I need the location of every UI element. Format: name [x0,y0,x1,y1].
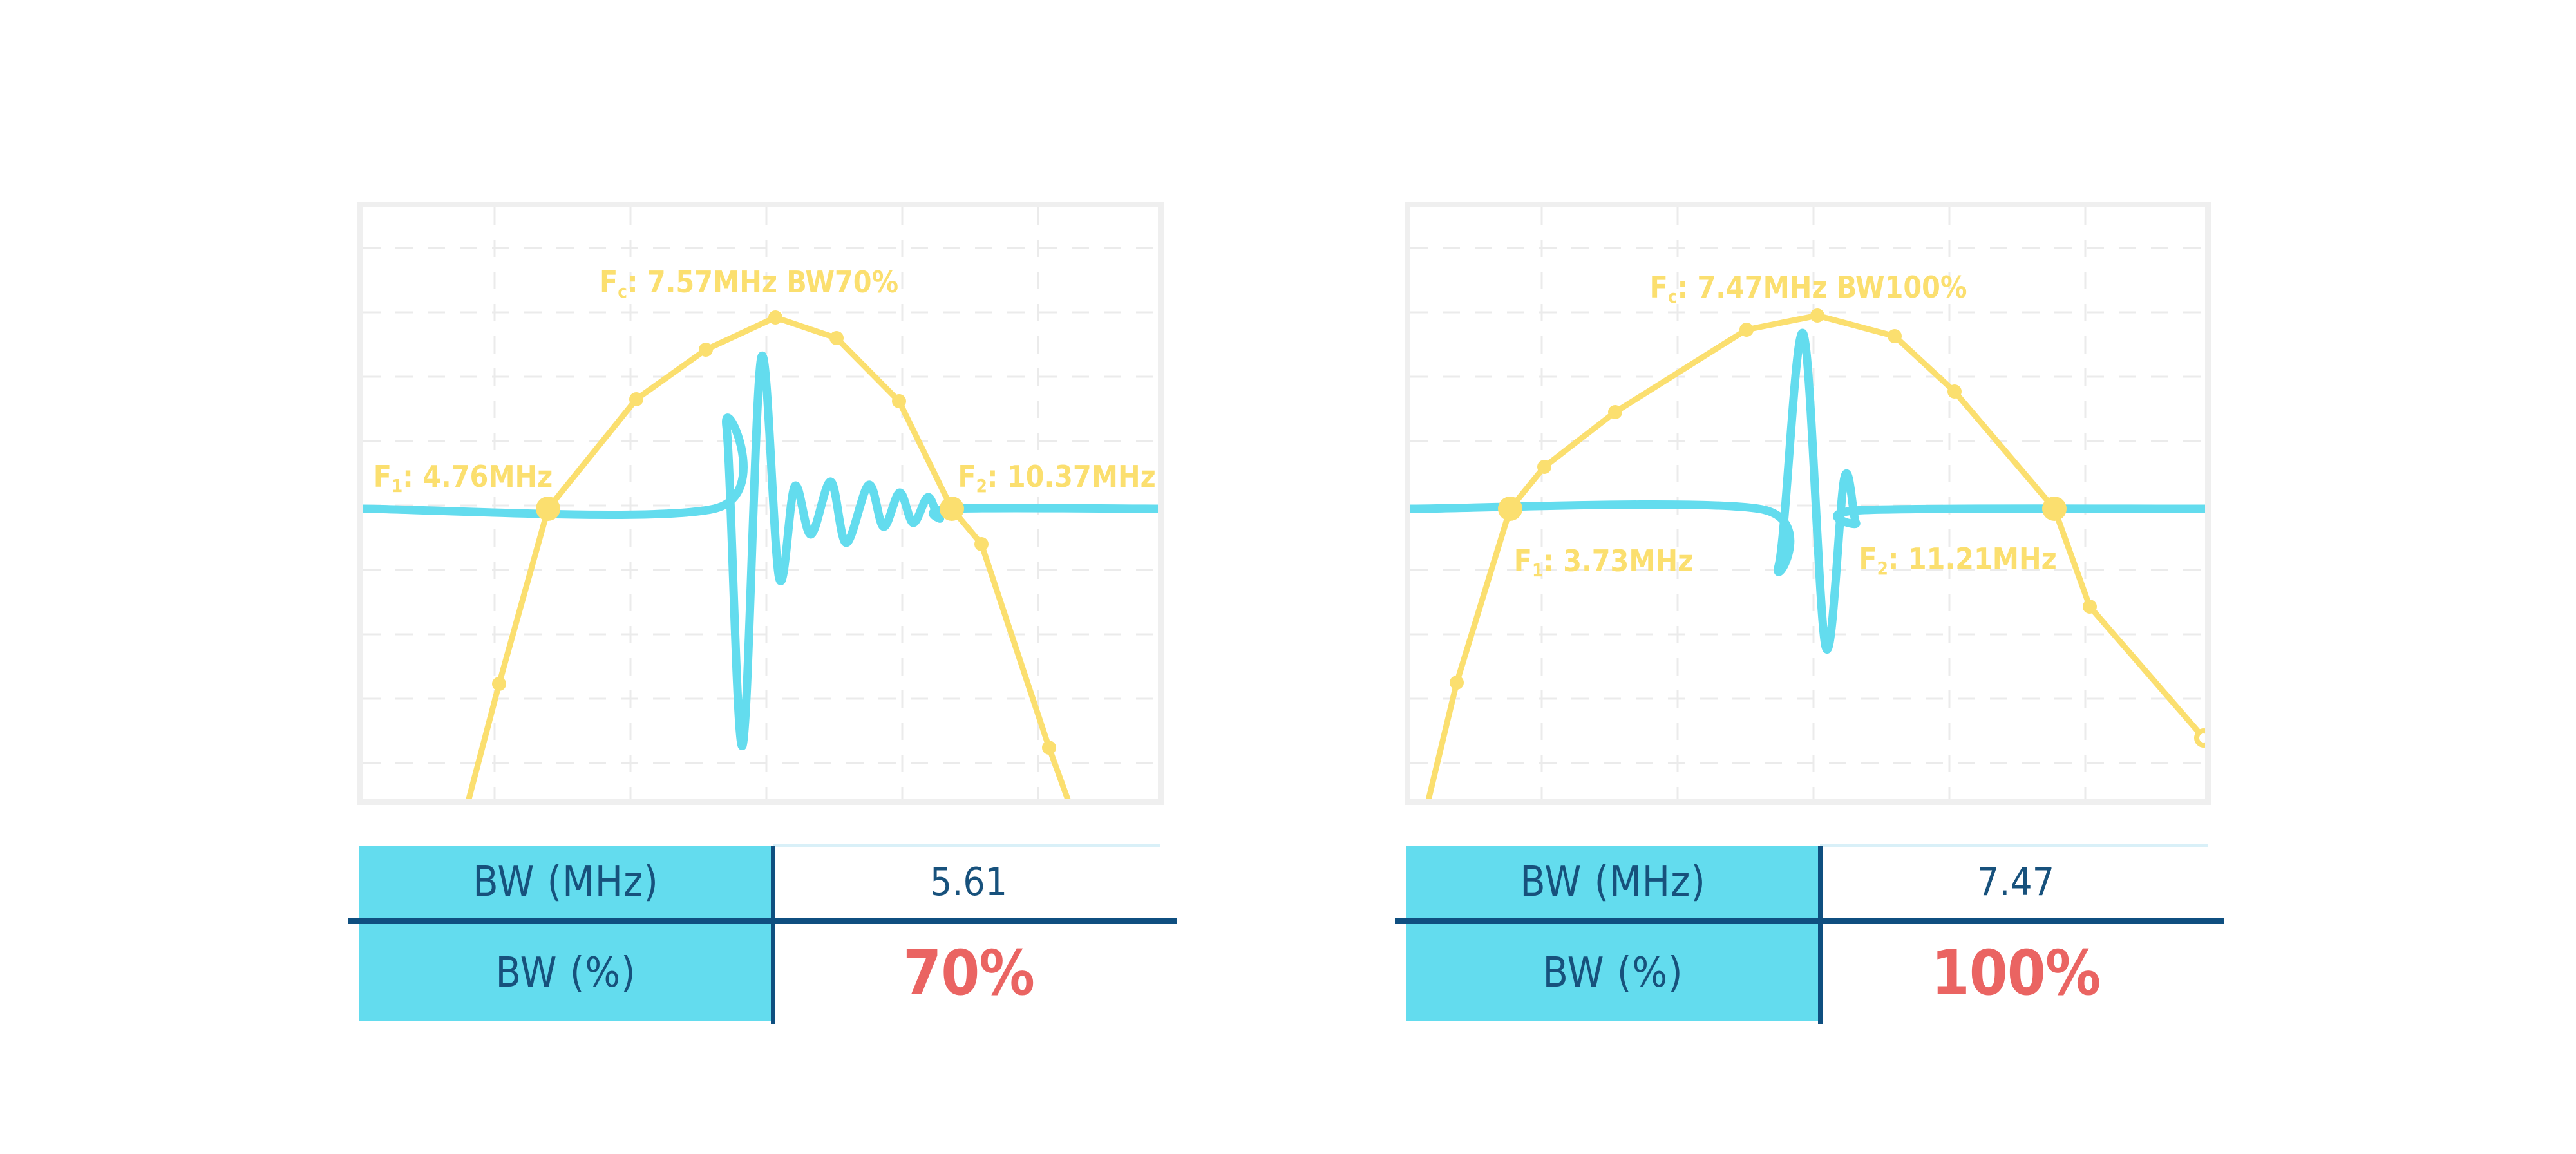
data-point-marker [1608,405,1622,419]
data-point-marker [699,343,713,357]
pulse-waveform [1410,328,2205,654]
chart-canvas [363,207,1158,799]
data-point-marker [892,394,906,408]
bw-pct-label: BW (%) [495,949,636,997]
data-point-marker [1450,676,1464,690]
f2-label: F2: 11.21MHz [1859,541,2057,580]
bw-pct-value-cell: 70% [775,924,1162,1021]
bw-pct-value-cell: 100% [1823,924,2209,1021]
fc-label: Fc: 7.47MHz BW100% [1649,269,1967,308]
data-point-marker [974,537,989,551]
table-divider-horizontal [1395,918,2224,924]
data-point-marker [1810,308,1824,323]
pulse-waveform [363,351,1158,750]
data-point-marker [829,331,844,345]
spectrum-chart-broadband: Fc: 7.47MHz BW100% F1: 3.73MHz F2: 11.21MH… [1405,202,2211,805]
data-point-marker [1739,323,1754,337]
cutoff-point-marker [1498,497,1522,521]
table-top-accent-line [773,844,1160,847]
bw-mhz-value: 5.61 [929,860,1008,905]
f1-label: F1: 4.76MHz [373,459,553,497]
cutoff-point-marker [2042,497,2067,521]
bw-pct-label-cell: BW (%) [359,924,773,1021]
spectrum-curve [1425,312,2205,799]
bw-mhz-label-cell: BW (MHz) [1406,846,1820,918]
data-point-marker [1888,329,1902,343]
data-point-marker [2083,600,2097,614]
table-divider-vertical [1818,846,1823,1024]
data-point-marker [1537,460,1551,474]
f1-label: F1: 3.73MHz [1513,543,1694,582]
table-label-column-fill [359,846,773,1021]
table-top-accent-line [1820,844,2208,847]
bw-pct-label-cell: BW (%) [1406,924,1820,1021]
f2-label: F2: 10.37MHz [958,459,1156,497]
bw-pct-value: 100% [1931,936,2101,1009]
bw-pct-value: 70% [903,936,1035,1009]
data-point-marker [768,310,782,325]
data-point-marker [629,392,643,406]
chart-canvas [1410,207,2205,799]
data-point-marker [1042,741,1056,755]
fc-label: Fc: 7.57MHz BW70% [599,264,899,303]
table-label-column-fill [1406,846,1820,1021]
bw-mhz-value-cell: 5.61 [775,846,1162,918]
data-point-marker [492,677,506,691]
curve-end-marker [2194,728,2205,748]
spectrum-curve [466,314,1071,799]
bw-pct-label: BW (%) [1542,949,1683,997]
bw-mhz-value-cell: 7.47 [1823,846,2209,918]
data-point-marker [1947,384,1962,399]
table-divider-vertical [771,846,775,1024]
table-divider-horizontal [348,918,1177,924]
bw-mhz-label: BW (MHz) [1520,858,1706,906]
cutoff-point-marker [536,497,560,521]
bw-mhz-label-cell: BW (MHz) [359,846,773,918]
bw-mhz-value: 7.47 [1976,860,2055,905]
cutoff-point-marker [940,497,964,521]
bw-mhz-label: BW (MHz) [473,858,659,906]
spectrum-chart-narrowband: Fc: 7.57MHz BW70% F1: 4.76MHz F2: 10.37MHz [357,202,1164,805]
